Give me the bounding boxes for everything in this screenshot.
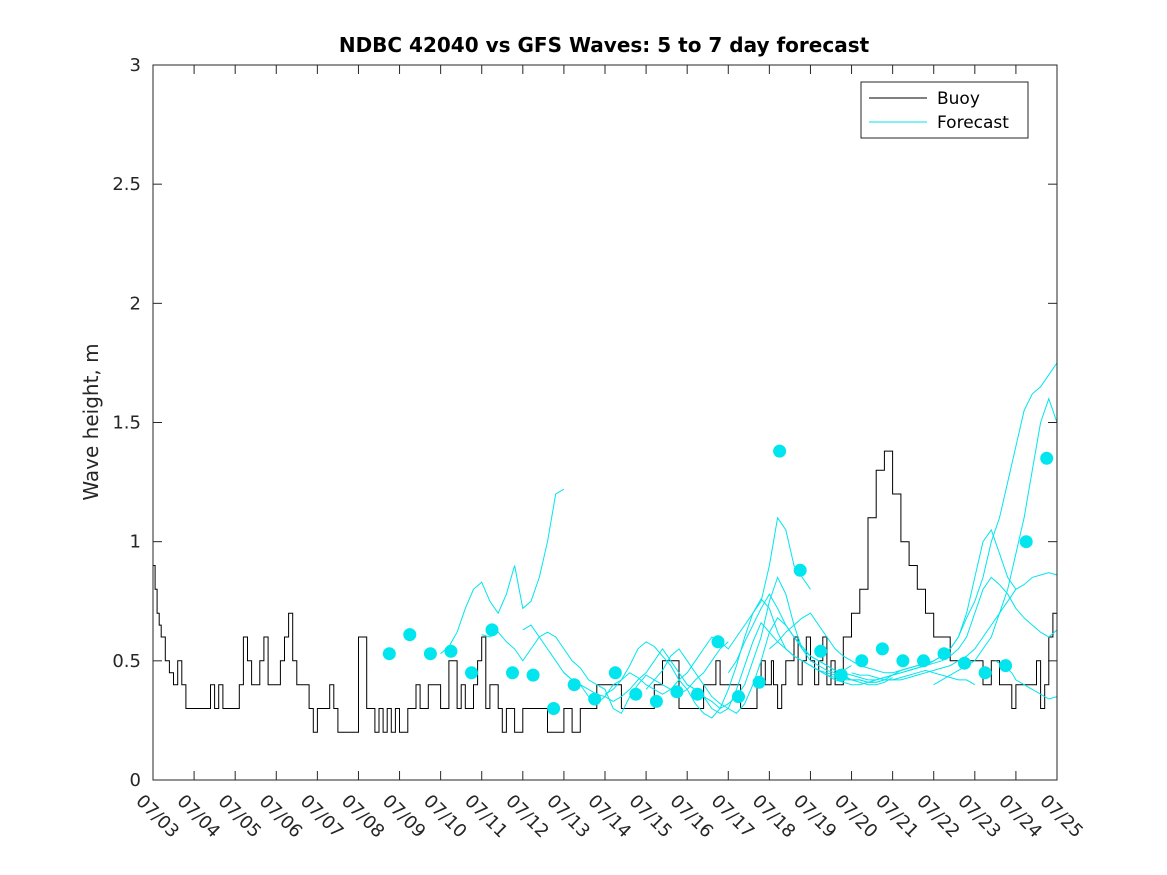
forecast-line-5 (604, 598, 893, 719)
x-tick-label: 07/18 (748, 791, 800, 843)
y-tick-label: 0.5 (112, 651, 141, 672)
x-tick-label: 07/08 (337, 791, 389, 843)
forecast-line-12 (933, 397, 1058, 686)
x-tick-label: 07/10 (419, 791, 471, 843)
x-tick-label: 07/20 (830, 791, 882, 843)
y-axis-label: Wave height, m (79, 343, 103, 500)
plot-area (153, 362, 1058, 733)
x-tick-label: 07/16 (666, 791, 718, 843)
forecast-marker (752, 675, 766, 689)
y-tick-label: 3 (130, 55, 141, 76)
x-tick-label: 07/11 (460, 791, 512, 843)
legend-buoy-label: Buoy (937, 89, 980, 109)
y-tick-label: 1.5 (112, 413, 141, 434)
forecast-marker (382, 647, 396, 661)
forecast-marker (691, 687, 704, 701)
chart-title: NDBC 42040 vs GFS Waves: 5 to 7 day fore… (339, 33, 870, 57)
forecast-line-11 (851, 572, 1058, 681)
x-tick-label: 07/14 (583, 791, 635, 843)
y-tick-label: 2 (130, 293, 141, 314)
x-tick-label: 07/15 (625, 791, 677, 843)
forecast-marker (567, 678, 581, 692)
forecast-marker (937, 647, 951, 661)
forecast-marker (855, 654, 869, 668)
x-tick-label: 07/13 (542, 791, 594, 843)
plot-frame (152, 64, 1058, 781)
x-tick-label: 07/07 (296, 791, 348, 843)
legend-forecast-label: Forecast (937, 113, 1009, 133)
forecast-marker (423, 647, 437, 661)
y-tick-label: 0 (130, 770, 141, 791)
x-tick-label: 07/21 (871, 791, 923, 843)
x-tick-label: 07/23 (953, 791, 1005, 843)
forecast-marker (711, 635, 725, 649)
forecast-line-4 (563, 576, 852, 710)
y-tick-label: 1 (130, 532, 141, 553)
forecast-line-8 (727, 528, 1017, 681)
forecast-marker (958, 656, 971, 670)
forecast-marker (978, 666, 992, 680)
forecast-marker (547, 702, 561, 715)
x-tick-label: 07/19 (789, 791, 841, 843)
x-tick-label: 07/03 (131, 791, 183, 843)
legend-box (860, 81, 1029, 139)
x-tick-label: 07/25 (1035, 791, 1087, 843)
forecast-marker (999, 659, 1013, 673)
x-tick-label: 07/22 (912, 791, 964, 843)
forecast-marker (875, 642, 889, 656)
forecast-marker (670, 685, 684, 699)
x-tick-label: 07/04 (173, 791, 225, 843)
forecast-marker (732, 690, 745, 704)
forecast-line-6 (645, 617, 934, 714)
forecast-marker (896, 654, 910, 668)
x-tick-label: 07/05 (214, 791, 266, 843)
forecast-line-1 (440, 488, 565, 655)
x-tick-label: 07/17 (707, 791, 759, 843)
x-tick-label: 07/24 (994, 791, 1046, 843)
forecast-marker (629, 687, 643, 701)
axes: 00.511.522.5307/0307/0407/0507/0607/0707… (112, 55, 1087, 842)
x-tick-label: 07/12 (501, 791, 553, 843)
forecast-marker (1019, 535, 1033, 549)
forecast-marker (403, 628, 417, 642)
forecast-marker (834, 668, 848, 682)
forecast-marker (773, 444, 787, 458)
forecast-line-10 (810, 576, 1058, 686)
forecast-marker (506, 666, 519, 680)
forecast-marker (588, 692, 602, 706)
legend: Buoy Forecast (860, 81, 1029, 139)
forecast-marker (793, 563, 807, 577)
x-tick-label: 07/06 (255, 791, 307, 843)
forecast-marker (526, 668, 540, 682)
forecast-marker (649, 694, 663, 708)
x-tick-label: 07/09 (378, 791, 430, 843)
forecast-marker (814, 644, 828, 658)
y-tick-label: 2.5 (112, 174, 141, 195)
buoy-series-line (153, 450, 1058, 733)
forecast-marker (444, 644, 458, 658)
forecast-marker (917, 654, 930, 668)
forecast-marker (485, 623, 499, 637)
forecast-line-9 (769, 362, 1058, 674)
forecast-marker (608, 666, 622, 680)
forecast-marker (1040, 451, 1054, 465)
forecast-marker (465, 666, 478, 680)
